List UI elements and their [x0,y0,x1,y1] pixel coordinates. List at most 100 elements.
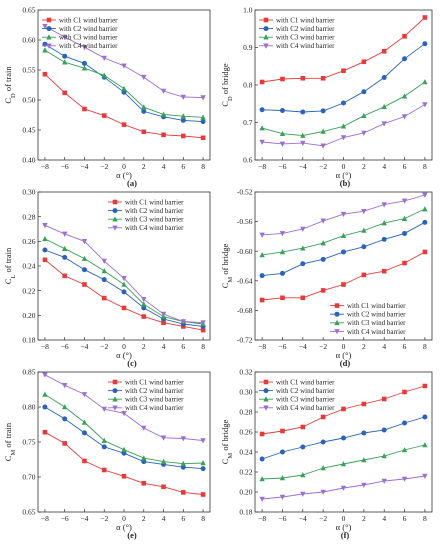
x-tick-label: 4 [162,162,166,171]
data-point [180,117,186,123]
y-tick-label: -0.60 [237,247,253,256]
data-point [161,320,166,326]
data-point [381,396,387,402]
y-axis-label: CM of bridge [220,244,234,289]
data-point [259,496,265,502]
data-point [101,437,107,443]
x-axis-label: α (°) [336,170,352,180]
x-tick-label: 8 [201,162,205,171]
x-tick-label: 6 [403,342,407,351]
data-point [42,47,48,53]
data-point [361,457,367,463]
data-point [422,473,428,479]
x-tick-label: 8 [201,342,205,351]
data-point [62,416,68,422]
data-point [279,141,286,147]
panel-label: (a) [127,178,137,188]
legend-marker [263,379,269,385]
data-point [200,327,206,333]
data-point [121,305,127,311]
x-tick-label: 4 [382,162,386,171]
data-point [141,129,147,135]
y-axis-label: CM of bridge [220,420,234,465]
panel-label: (b) [340,178,351,188]
data-point [82,282,87,287]
data-point [141,74,147,81]
series-3 [259,206,428,258]
data-point [82,458,87,464]
legend-label: with C4 wind barrier [276,42,335,50]
series-line [44,249,204,327]
y-tick-label: 0.20 [22,311,35,320]
data-point [402,420,408,426]
data-point [340,232,347,238]
data-point [361,482,367,488]
data-point [121,122,127,127]
legend-label: with C3 wind barrier [276,396,335,404]
data-point [141,481,147,486]
data-point [361,272,367,278]
x-axis-label: α (°) [336,350,352,360]
data-point [141,305,147,311]
data-point [141,455,147,461]
series-1 [259,383,428,437]
data-point [300,424,306,430]
data-point [200,460,206,466]
data-point [81,430,87,436]
data-point [300,75,306,81]
data-point [320,489,326,495]
data-point [121,474,127,479]
y-tick-label: 0.28 [239,408,252,417]
data-point [361,59,367,65]
x-tick-label: 8 [423,514,427,523]
series-3 [42,391,206,466]
chart-panel-5: −8 −6 −4 −2 0 2 4 6 8 0.65 0.70 0.75 0.80 0.85 α (°) CM… [3,368,211,540]
legend-label: with C3 wind barrier [347,319,406,327]
x-tick-label: 6 [181,342,185,351]
data-point [62,273,67,279]
legend-label: with C4 wind barrier [276,404,335,412]
data-point [279,475,286,481]
x-tick-label: 4 [382,514,386,523]
series-2 [259,41,428,115]
data-point [320,128,326,134]
x-tick-label: 0 [342,514,346,523]
x-tick-label: 2 [142,342,146,351]
legend-label: with C2 wind barrier [125,387,184,395]
y-tick-label: 0.75 [22,438,35,447]
legend-marker [334,329,340,335]
y-tick-label: 0.24 [239,448,252,457]
x-tick-label: −4 [299,342,307,351]
legend-label: with C3 wind barrier [125,216,184,224]
legend-label: with C4 wind barrier [347,328,406,336]
x-tick-label: −8 [258,514,266,523]
data-point [81,65,88,71]
data-point [361,89,367,95]
data-point [300,132,306,138]
data-point [422,414,428,420]
y-axis-label: CL of train [3,247,17,284]
data-point [160,111,167,117]
legend-marker [112,199,118,205]
data-point [422,102,428,108]
data-point [42,71,48,77]
data-point [42,247,48,253]
x-tick-label: −8 [41,162,49,171]
data-point [422,206,428,212]
series-1 [42,429,206,497]
data-point [381,75,387,80]
data-point [381,268,387,274]
legend-label: with C4 wind barrier [125,404,184,412]
x-tick-label: −2 [319,342,327,351]
data-point [340,211,347,218]
data-point [279,108,285,113]
legend-marker [263,34,269,40]
x-axis-label: α (°) [116,170,132,180]
legend-marker [112,379,118,385]
legend-label: with C3 wind barrier [59,34,118,42]
y-tick-label: 0.26 [22,237,35,246]
data-point [180,113,187,119]
